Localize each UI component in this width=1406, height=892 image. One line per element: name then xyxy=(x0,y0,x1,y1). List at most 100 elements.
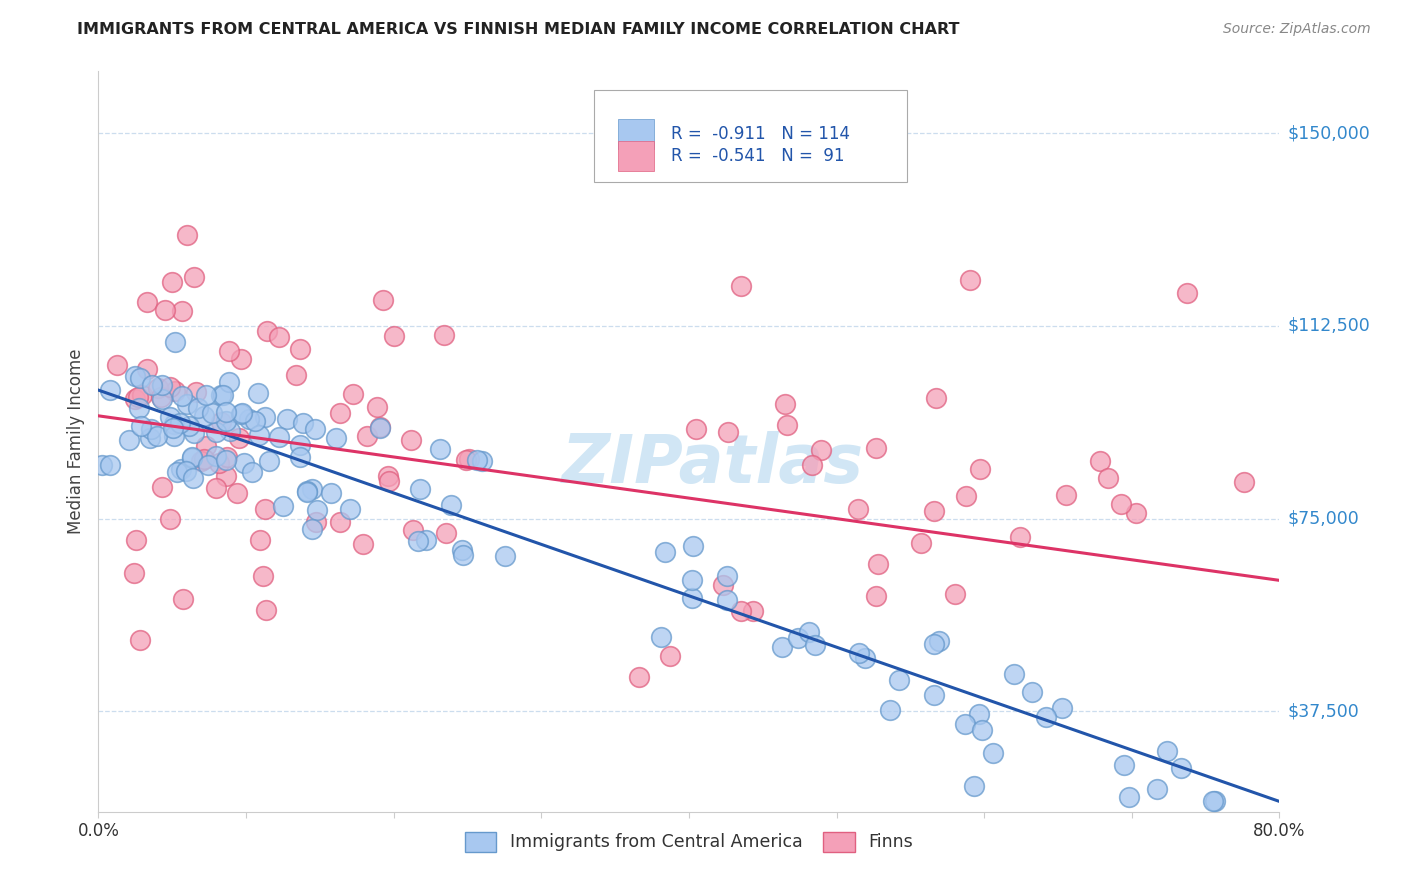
Point xyxy=(439,498,461,512)
Point xyxy=(319,486,342,500)
FancyBboxPatch shape xyxy=(619,141,654,171)
Point xyxy=(177,418,200,433)
Point xyxy=(368,420,391,434)
Point xyxy=(257,453,280,467)
Point xyxy=(494,549,516,563)
Point xyxy=(955,489,977,503)
Point xyxy=(193,452,215,467)
Point xyxy=(371,293,394,308)
Point xyxy=(105,358,128,372)
Point xyxy=(170,462,193,476)
Point xyxy=(136,362,159,376)
Point xyxy=(711,578,734,592)
Point xyxy=(366,400,388,414)
Point xyxy=(276,411,298,425)
Point xyxy=(194,440,217,454)
Point xyxy=(247,428,270,442)
Point xyxy=(297,484,319,499)
Point xyxy=(953,717,976,731)
FancyBboxPatch shape xyxy=(595,90,907,183)
Point xyxy=(1002,666,1025,681)
Point xyxy=(1146,781,1168,796)
Point xyxy=(866,557,889,571)
Text: Source: ZipAtlas.com: Source: ZipAtlas.com xyxy=(1223,22,1371,37)
Point xyxy=(159,410,181,425)
Point xyxy=(848,646,870,660)
Point xyxy=(288,438,311,452)
Text: R =  -0.911   N = 114: R = -0.911 N = 114 xyxy=(671,125,851,144)
Point xyxy=(124,369,146,384)
Point xyxy=(129,419,152,434)
Point xyxy=(1170,761,1192,775)
FancyBboxPatch shape xyxy=(619,120,654,149)
Point xyxy=(238,411,260,425)
Point xyxy=(218,343,240,358)
Text: $150,000: $150,000 xyxy=(1288,124,1371,142)
Point xyxy=(910,535,932,549)
Point xyxy=(776,418,799,433)
Point xyxy=(267,430,290,444)
Point xyxy=(969,462,991,476)
Point xyxy=(291,417,314,431)
Point xyxy=(138,431,160,445)
Point xyxy=(215,414,238,428)
Point xyxy=(176,397,198,411)
Point xyxy=(184,384,207,399)
Point xyxy=(195,388,218,402)
Point xyxy=(465,452,488,467)
Point xyxy=(924,504,946,518)
Point xyxy=(1114,757,1136,772)
Point xyxy=(682,540,704,554)
Point xyxy=(970,723,993,737)
Point xyxy=(329,407,352,421)
Point xyxy=(432,327,454,342)
Text: IMMIGRANTS FROM CENTRAL AMERICA VS FINNISH MEDIAN FAMILY INCOME CORRELATION CHAR: IMMIGRANTS FROM CENTRAL AMERICA VS FINNI… xyxy=(77,22,960,37)
Point xyxy=(254,603,277,617)
Point xyxy=(141,378,163,392)
Point xyxy=(628,670,651,684)
Point xyxy=(219,425,242,439)
Point xyxy=(889,673,911,687)
Point xyxy=(163,429,186,443)
Point xyxy=(659,649,682,664)
Point xyxy=(200,406,222,420)
Point xyxy=(967,706,990,721)
Point xyxy=(681,591,703,605)
Point xyxy=(786,631,808,645)
Point xyxy=(187,401,209,416)
Point xyxy=(128,401,150,416)
Point xyxy=(190,454,212,468)
Point xyxy=(803,638,825,652)
Point xyxy=(98,384,121,398)
Point xyxy=(159,512,181,526)
Y-axis label: Median Family Income: Median Family Income xyxy=(67,349,86,534)
Point xyxy=(249,533,271,547)
Point xyxy=(129,371,152,385)
Point xyxy=(415,533,437,547)
Point xyxy=(183,270,205,285)
Point xyxy=(267,330,290,344)
Point xyxy=(124,392,146,406)
Point xyxy=(1202,794,1225,808)
Point xyxy=(429,442,451,456)
Point xyxy=(329,515,352,529)
Point xyxy=(352,537,374,551)
Point xyxy=(925,391,948,405)
Point xyxy=(246,385,269,400)
Point xyxy=(1175,286,1198,301)
Point xyxy=(208,456,231,470)
Point xyxy=(356,429,378,443)
Point xyxy=(730,279,752,293)
Point xyxy=(271,499,294,513)
Point xyxy=(127,390,149,404)
Point xyxy=(122,566,145,580)
Point xyxy=(217,450,239,464)
Point xyxy=(215,405,238,419)
Point xyxy=(370,420,392,434)
Point xyxy=(879,703,901,717)
Point xyxy=(146,381,169,395)
Point xyxy=(770,640,793,655)
Point xyxy=(150,392,173,406)
Point xyxy=(218,375,240,389)
Point xyxy=(284,368,307,382)
